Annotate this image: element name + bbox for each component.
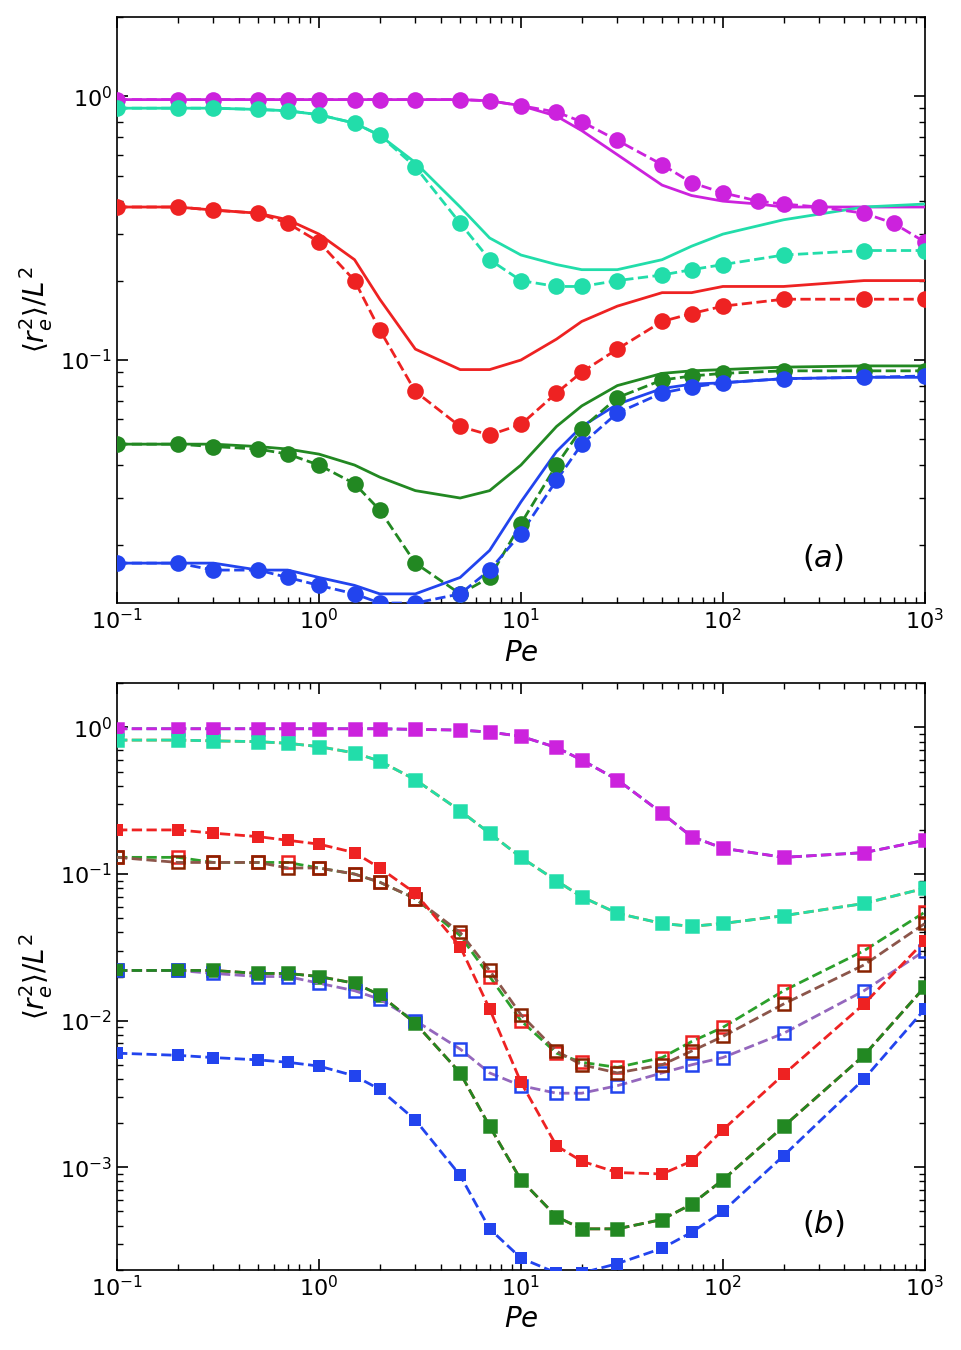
Text: $(a)$: $(a)$: [802, 543, 844, 574]
Text: $(b)$: $(b)$: [801, 1210, 844, 1241]
X-axis label: $Pe$: $Pe$: [504, 639, 538, 667]
Y-axis label: $\langle r_e^2\rangle/L^2$: $\langle r_e^2\rangle/L^2$: [16, 266, 55, 354]
X-axis label: $Pe$: $Pe$: [504, 1305, 538, 1334]
Y-axis label: $\langle r_e^2\rangle/L^2$: $\langle r_e^2\rangle/L^2$: [16, 933, 55, 1019]
